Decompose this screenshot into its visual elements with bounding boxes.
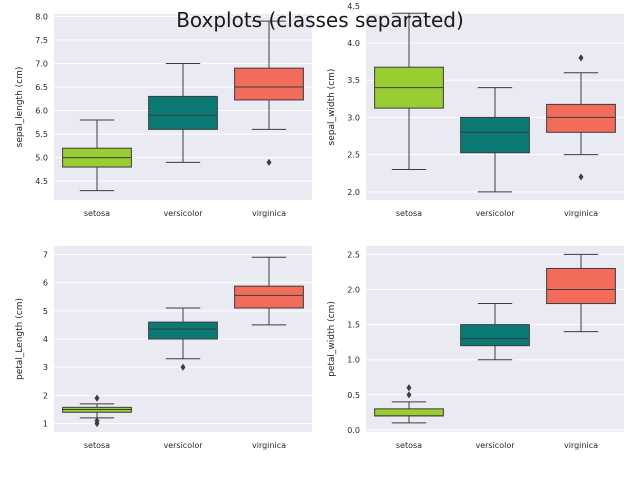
x-tick-label: setosa [396, 441, 422, 450]
x-tick-label: versicolor [163, 441, 203, 450]
iqr-box [148, 321, 218, 340]
outlier-point [406, 391, 412, 399]
outlier-point [266, 158, 272, 166]
y-tick-label: 3.5 [347, 76, 360, 85]
x-tick-label: versicolor [475, 209, 515, 218]
x-tick-label: setosa [396, 209, 422, 218]
y-tick-label: 8.0 [35, 12, 48, 21]
y-tick-label: 6 [43, 279, 48, 288]
iqr-box [148, 95, 218, 130]
outlier-point [180, 363, 186, 371]
box-setosa [374, 384, 444, 424]
panel-petal-width-cm: 0.0 0.5 1.0 1.5 2.0 2.5 petal_width (cm) setosa… [327, 246, 624, 450]
y-tick-label: 6.0 [35, 107, 48, 116]
iqr-box [234, 67, 304, 101]
y-tick-label: 3.0 [347, 113, 360, 122]
x-tick-label: setosa [84, 441, 110, 450]
y-tick-label: 5 [43, 307, 48, 316]
y-tick-label: 2.5 [347, 250, 360, 259]
iqr-box [460, 324, 530, 347]
box-versicolor [460, 303, 530, 361]
outlier-point [578, 173, 584, 181]
x-tick-label: versicolor [475, 441, 515, 450]
x-tick-label: virginica [564, 441, 598, 450]
x-tick-label: virginica [252, 441, 286, 450]
y-tick-label: 4.0 [347, 39, 360, 48]
box-virginica [546, 253, 616, 333]
x-tick-label: virginica [252, 209, 286, 218]
outlier-point [94, 394, 100, 402]
y-tick-label: 4.5 [347, 2, 360, 11]
y-tick-label: 5.0 [35, 154, 48, 163]
box-setosa [374, 12, 444, 170]
y-axis-label: petal_Length (cm) [15, 298, 25, 380]
y-tick-label: 2.0 [347, 188, 360, 197]
y-tick-label: 6.5 [35, 83, 48, 92]
panel-sepal-length-cm: 4.5 5.0 5.5 6.0 6.5 7.0 7.5 8.0 sepal_length (cm… [15, 12, 312, 218]
y-tick-label: 2.0 [347, 286, 360, 295]
outlier-point [578, 54, 584, 62]
y-axis-label: petal_width (cm) [327, 301, 337, 377]
box-virginica [546, 54, 616, 181]
y-tick-label: 7 [43, 250, 48, 259]
outlier-point [94, 419, 100, 428]
y-tick-label: 4.5 [35, 177, 48, 186]
x-tick-label: setosa [84, 209, 110, 218]
y-tick-label: 4 [43, 335, 48, 344]
y-tick-label: 1.5 [347, 321, 360, 330]
box-versicolor [148, 307, 218, 371]
panel-petal-length-cm: 1 2 3 4 5 6 7 petal_Length (cm) setosa versicolor… [15, 246, 312, 450]
y-tick-label: 1.0 [347, 356, 360, 365]
iqr-box [374, 408, 444, 417]
iqr-box [546, 103, 616, 133]
y-tick-label: 0.0 [347, 426, 360, 435]
x-tick-label: virginica [564, 209, 598, 218]
y-tick-label: 2 [43, 391, 48, 400]
box-virginica [234, 256, 304, 326]
y-tick-label: 5.5 [35, 130, 48, 139]
y-tick-label: 0.5 [347, 391, 360, 400]
panel-sepal-width-cm: 2.0 2.5 3.0 3.5 4.0 4.5 sepal_width (cm) setosa… [327, 2, 624, 218]
y-tick-label: 7.0 [35, 59, 48, 68]
iqr-box [234, 285, 304, 309]
iqr-box [460, 116, 530, 154]
outlier-point [406, 384, 412, 392]
figure-title: Boxplots (classes separated) [176, 8, 464, 32]
y-axis-label: sepal_width (cm) [327, 69, 337, 146]
y-tick-label: 3 [43, 363, 48, 372]
y-tick-label: 2.5 [347, 151, 360, 160]
box-setosa [62, 394, 132, 428]
box-versicolor [148, 62, 218, 163]
y-tick-label: 1 [43, 420, 48, 429]
box-setosa [62, 119, 132, 192]
box-virginica [234, 20, 304, 166]
y-axis-label: sepal_length (cm) [15, 67, 25, 148]
y-tick-label: 7.5 [35, 36, 48, 45]
box-versicolor [460, 87, 530, 193]
iqr-box [546, 267, 616, 305]
x-tick-label: versicolor [163, 209, 203, 218]
